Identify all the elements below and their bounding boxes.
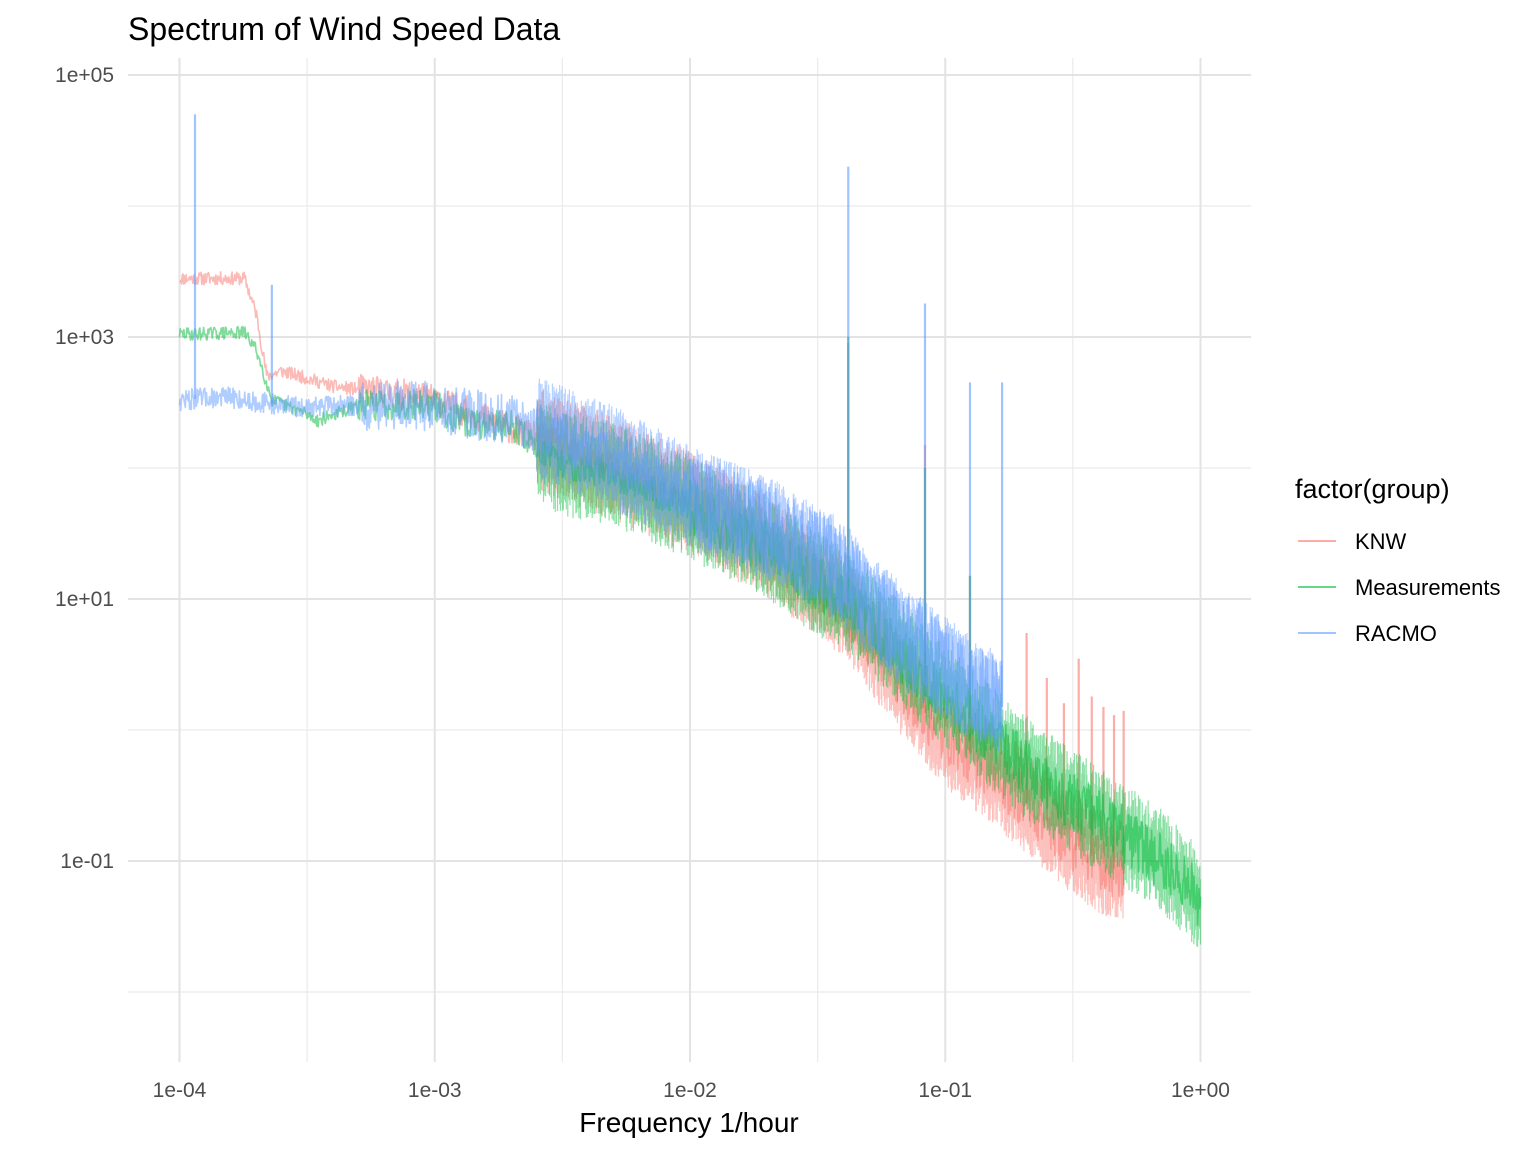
legend-label: KNW — [1355, 529, 1407, 554]
legend-label: Measurements — [1355, 575, 1501, 600]
y-tick-label: 1e-01 — [60, 850, 114, 873]
x-tick-label: 1e-01 — [918, 1079, 972, 1102]
x-tick-label: 1e-02 — [663, 1079, 717, 1102]
x-tick-label: 1e-04 — [153, 1079, 207, 1102]
y-tick-label: 1e+01 — [55, 588, 114, 611]
x-tick-label: 1e+00 — [1171, 1079, 1230, 1102]
x-axis-title: Frequency 1/hour — [579, 1107, 798, 1138]
major-gridlines — [128, 58, 1251, 1062]
series-band-racmo — [536, 378, 1003, 753]
y-tick-label: 1e+05 — [55, 64, 114, 87]
series-layer — [178, 114, 1202, 947]
legend-label: RACMO — [1355, 621, 1437, 646]
x-tick-label: 1e-03 — [408, 1079, 462, 1102]
y-axis-ticks: 1e-01 1e+01 1e+03 1e+05 — [55, 64, 114, 873]
y-tick-label: 1e+03 — [55, 326, 114, 349]
chart-title: Spectrum of Wind Speed Data — [128, 11, 560, 47]
legend-title: factor(group) — [1295, 474, 1450, 504]
x-axis-ticks: 1e-04 1e-03 1e-02 1e-01 1e+00 — [153, 1079, 1230, 1102]
series-line-racmo — [178, 380, 1003, 741]
legend: factor(group) KNW Measurements RACMO — [1295, 474, 1501, 646]
